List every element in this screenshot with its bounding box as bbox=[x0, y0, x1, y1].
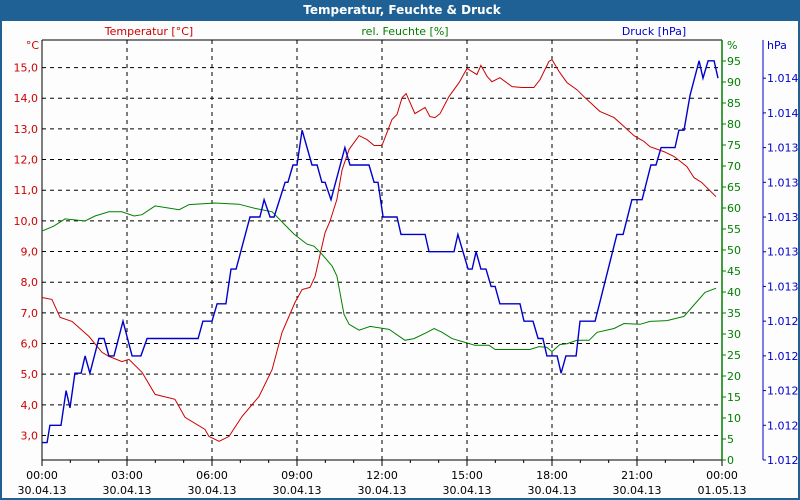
tick-label-pressure: 1.013 bbox=[767, 176, 799, 189]
tick-label-temperature: 15,0 bbox=[14, 62, 39, 75]
tick-label-date: 30.04.13 bbox=[103, 484, 152, 497]
tick-label-temperature: 11,0 bbox=[14, 184, 39, 197]
series-line-temperature bbox=[41, 58, 717, 442]
tick-label-time: 09:00 bbox=[281, 469, 313, 482]
tick-label-humidity: 60 bbox=[727, 202, 741, 215]
tick-label-humidity: 80 bbox=[727, 118, 741, 131]
tick-label-pressure: 1.014 bbox=[767, 107, 799, 120]
legend-humidity: rel. Feuchte [%] bbox=[361, 25, 448, 38]
tick-label-date: 30.04.13 bbox=[528, 484, 577, 497]
tick-label-pressure: 1.012 bbox=[767, 419, 799, 432]
tick-label-date: 01.05.13 bbox=[698, 484, 747, 497]
tick-label-humidity: 20 bbox=[727, 370, 741, 383]
series-line-pressure bbox=[42, 60, 719, 444]
tick-label-temperature: 7,0 bbox=[21, 307, 39, 320]
tick-label-pressure: 1.012 bbox=[767, 385, 799, 398]
window-title: Temperatur, Feuchte & Druck bbox=[2, 0, 800, 21]
tick-label-temperature: 3,0 bbox=[21, 429, 39, 442]
tick-label-time: 00:00 bbox=[26, 469, 58, 482]
tick-label-humidity: 70 bbox=[727, 160, 741, 173]
tick-label-date: 30.04.13 bbox=[18, 484, 67, 497]
tick-label-date: 30.04.13 bbox=[273, 484, 322, 497]
tick-label-humidity: 10 bbox=[727, 412, 741, 425]
tick-label-humidity: 5 bbox=[727, 433, 734, 446]
tick-label-time: 21:00 bbox=[621, 469, 653, 482]
tick-label-humidity: 90 bbox=[727, 76, 741, 89]
tick-label-temperature: 13,0 bbox=[14, 123, 39, 136]
tick-label-date: 30.04.13 bbox=[358, 484, 407, 497]
series-line-humidity bbox=[41, 202, 717, 353]
tick-label-date: 30.04.13 bbox=[443, 484, 492, 497]
tick-label-pressure: 1.014 bbox=[767, 72, 799, 85]
axes: 3,0 4,0 5,0 6,0 7,0 8,0 9,0 10,0 11,0 12,0 13,0 14,… bbox=[14, 39, 799, 497]
tick-label-temperature: 6,0 bbox=[21, 338, 39, 351]
tick-label-humidity: 40 bbox=[727, 286, 741, 299]
tick-label-humidity: 55 bbox=[727, 223, 741, 236]
tick-label-humidity: 25 bbox=[727, 349, 741, 362]
tick-label-time: 18:00 bbox=[536, 469, 568, 482]
tick-label-temperature: 5,0 bbox=[21, 368, 39, 381]
tick-label-temperature: 4,0 bbox=[21, 399, 39, 412]
tick-label-humidity: 65 bbox=[727, 181, 741, 194]
unit-humidity: % bbox=[727, 39, 737, 52]
legend-temperature: Temperatur [°C] bbox=[104, 25, 193, 38]
unit-pressure: hPa bbox=[767, 39, 787, 52]
tick-label-pressure: 1.013 bbox=[767, 142, 799, 155]
tick-label-time: 00:00 bbox=[706, 469, 738, 482]
legend-pressure: Druck [hPa] bbox=[622, 25, 686, 38]
tick-label-pressure: 1.012 bbox=[767, 315, 799, 328]
tick-label-pressure: 1.012 bbox=[767, 350, 799, 363]
tick-label-temperature: 9,0 bbox=[21, 246, 39, 259]
tick-label-pressure: 1.013 bbox=[767, 246, 799, 259]
tick-label-temperature: 12,0 bbox=[14, 154, 39, 167]
tick-label-humidity: 35 bbox=[727, 307, 741, 320]
tick-label-time: 12:00 bbox=[366, 469, 398, 482]
unit-temperature: °C bbox=[26, 39, 40, 52]
tick-label-temperature: 10,0 bbox=[14, 215, 39, 228]
tick-label-pressure: 1.013 bbox=[767, 211, 799, 224]
series-lines bbox=[41, 58, 719, 444]
tick-label-humidity: 45 bbox=[727, 265, 741, 278]
tick-label-humidity: 0 bbox=[727, 454, 734, 467]
tick-label-pressure: 1.013 bbox=[767, 280, 799, 293]
tick-label-time: 03:00 bbox=[111, 469, 143, 482]
tick-label-pressure: 1.012 bbox=[767, 454, 799, 467]
tick-label-date: 30.04.13 bbox=[188, 484, 237, 497]
tick-label-humidity: 95 bbox=[727, 55, 741, 68]
tick-label-date: 30.04.13 bbox=[613, 484, 662, 497]
tick-label-temperature: 8,0 bbox=[21, 276, 39, 289]
tick-label-humidity: 75 bbox=[727, 139, 741, 152]
tick-label-temperature: 14,0 bbox=[14, 92, 39, 105]
tick-label-time: 06:00 bbox=[196, 469, 228, 482]
tick-label-humidity: 85 bbox=[727, 97, 741, 110]
grid bbox=[42, 40, 722, 460]
tick-label-humidity: 50 bbox=[727, 244, 741, 257]
tick-label-humidity: 30 bbox=[727, 328, 741, 341]
tick-label-time: 15:00 bbox=[451, 469, 483, 482]
tick-label-humidity: 15 bbox=[727, 391, 741, 404]
